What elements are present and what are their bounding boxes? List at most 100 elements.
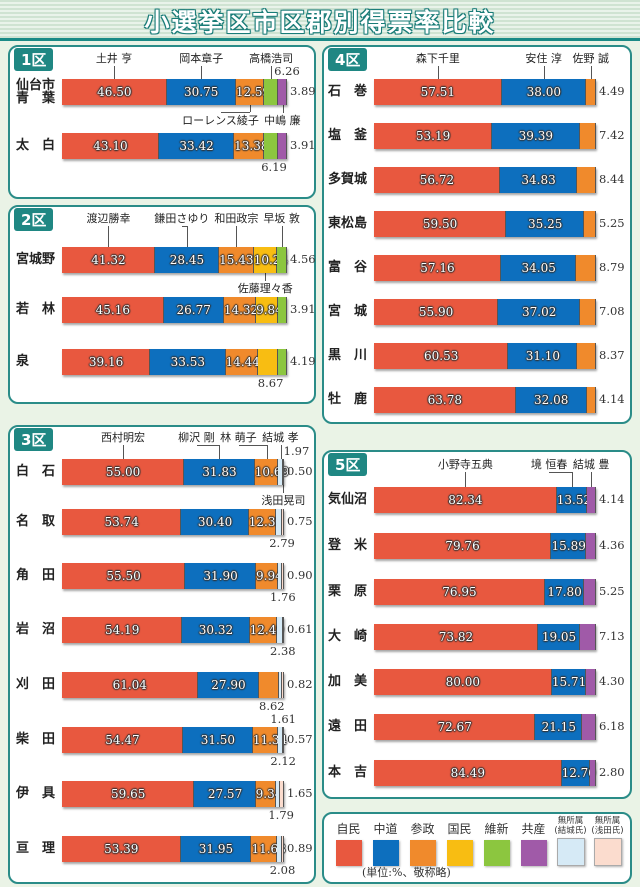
bar-segment-chudo: [180, 836, 252, 862]
bar-segment-jimin: [374, 579, 545, 605]
candidate-leader-line: [465, 472, 467, 487]
value-label: 41.32: [91, 253, 126, 267]
legend-item-ishin: 維新: [478, 820, 515, 866]
value-label: 38.00: [526, 85, 562, 99]
title-bar: 小選挙区市区郡別得票率比較: [0, 0, 640, 41]
value-label: 0.89: [286, 841, 313, 855]
bar-segment-yuki: [276, 781, 281, 807]
bar-segment-asada: [282, 459, 284, 485]
value-label: 33.53: [170, 355, 205, 369]
bar-segment-kokumin: [258, 349, 278, 375]
candidate-leader-line: [196, 445, 220, 446]
value-label: 59.50: [422, 217, 458, 231]
value-label: 1.76: [270, 590, 296, 604]
area-label: 塩 釜: [328, 128, 368, 143]
bar-segment-jimin: [62, 836, 181, 862]
value-label: 9.34: [255, 787, 283, 801]
candidate-leader-line: [266, 445, 268, 459]
bar-segment-kokumin: [253, 247, 277, 273]
bar-segment-jimin: [374, 669, 552, 695]
candidate-leader-line: [123, 445, 125, 446]
value-label: 27.57: [207, 787, 243, 801]
area-label: 遠 田: [328, 719, 368, 734]
candidate-name: 結城 孝: [262, 431, 299, 444]
bar-segment-jimin: [374, 255, 501, 281]
bar-segment-chudo: [556, 487, 587, 513]
area-label: 刈 田: [16, 677, 56, 692]
value-label: 14.32: [223, 303, 259, 317]
bar-segment-jimin: [374, 123, 493, 149]
value-label: 4.30: [599, 674, 625, 688]
legend-sublabel: (結城氏): [554, 826, 587, 836]
area-label: 登 米: [328, 538, 368, 553]
bar-segment-kokumin: [256, 297, 279, 323]
candidate-leader-line: [220, 112, 250, 113]
value-label: 6.19: [261, 160, 287, 174]
value-label: 73.82: [438, 630, 474, 644]
candidate-leader-line: [282, 105, 284, 112]
bar-segment-chudo: [506, 211, 585, 237]
value-label: 31.83: [202, 465, 237, 479]
bar-segment-kyosan: [586, 487, 596, 513]
value-label: 12.70: [561, 766, 596, 780]
value-label: 1.97: [283, 444, 310, 458]
value-label: 12.49: [249, 623, 284, 637]
bar-segment-chudo: [492, 123, 580, 149]
value-label: 55.90: [418, 305, 454, 319]
area-label: 本 吉: [328, 765, 368, 780]
bar-segment-chudo: [501, 79, 587, 105]
value-label: 61.04: [112, 678, 147, 692]
candidate-leader-line: [236, 226, 238, 247]
value-label: 63.78: [427, 393, 462, 407]
value-label: 54.19: [104, 623, 140, 637]
area-label: 栗 原: [328, 584, 368, 599]
value-label: 7.42: [599, 128, 625, 142]
bar-segment-sansei: [248, 509, 277, 535]
value-label: 17.80: [547, 585, 582, 599]
candidate-leader-line: [437, 66, 439, 79]
value-label: 2.08: [269, 863, 296, 877]
value-label: 2.80: [598, 765, 625, 779]
bar-segment-chudo: [498, 299, 581, 325]
legend-label: 維新: [484, 822, 509, 836]
value-label: 4.14: [599, 492, 625, 506]
candidate-leader-line: [549, 472, 572, 473]
legend-label: 中道: [373, 822, 398, 836]
bar-segment-sansei: [252, 727, 279, 753]
legend-swatch: [446, 840, 473, 866]
bar-segment-jimin: [374, 760, 562, 786]
area-label: 泉: [16, 354, 30, 369]
bar-segment-chudo: [154, 247, 219, 273]
candidate-name: 鎌田さゆり: [154, 212, 210, 225]
bar-segment-ishin: [277, 349, 287, 375]
bar-segment-jimin: [374, 299, 499, 325]
bar-segment-jimin: [374, 79, 502, 105]
candidate-leader-line: [465, 472, 467, 473]
bar-segment-jimin: [62, 247, 155, 273]
value-label: 12.59: [235, 85, 271, 99]
value-label: 15.43: [219, 253, 254, 267]
legend-label: 自民: [336, 822, 361, 836]
bar-segment-asada: [282, 563, 284, 589]
district-label: 5区: [328, 453, 368, 476]
bar-segment-jimin: [62, 727, 183, 753]
value-label: 9.84: [256, 303, 283, 317]
value-label: 39.16: [88, 355, 124, 369]
legend: 自民 中道 参政 国民 維新 共産 無所属 (結城氏) 無所属 (浅田氏) (単位:%、敬称略): [322, 812, 632, 884]
bar-segment-chudo: [166, 79, 236, 105]
district-label: 3区: [14, 428, 54, 451]
value-label: 13.38: [234, 139, 269, 153]
unit-note: (単位:%、敬称略): [362, 866, 451, 879]
candidate-name: 渡辺勝幸: [86, 212, 131, 225]
value-label: 56.72: [419, 173, 455, 187]
candidate-leader-line: [265, 273, 267, 280]
bar-segment-chudo: [163, 297, 224, 323]
value-label: 0.50: [286, 464, 313, 478]
area-label: 白 石: [16, 464, 56, 479]
value-label: 3.91: [290, 302, 316, 316]
candidate-leader-line: [282, 112, 284, 113]
value-label: 31.10: [525, 349, 561, 363]
legend-label: 国民: [447, 822, 472, 836]
value-label: 19.05: [541, 630, 577, 644]
